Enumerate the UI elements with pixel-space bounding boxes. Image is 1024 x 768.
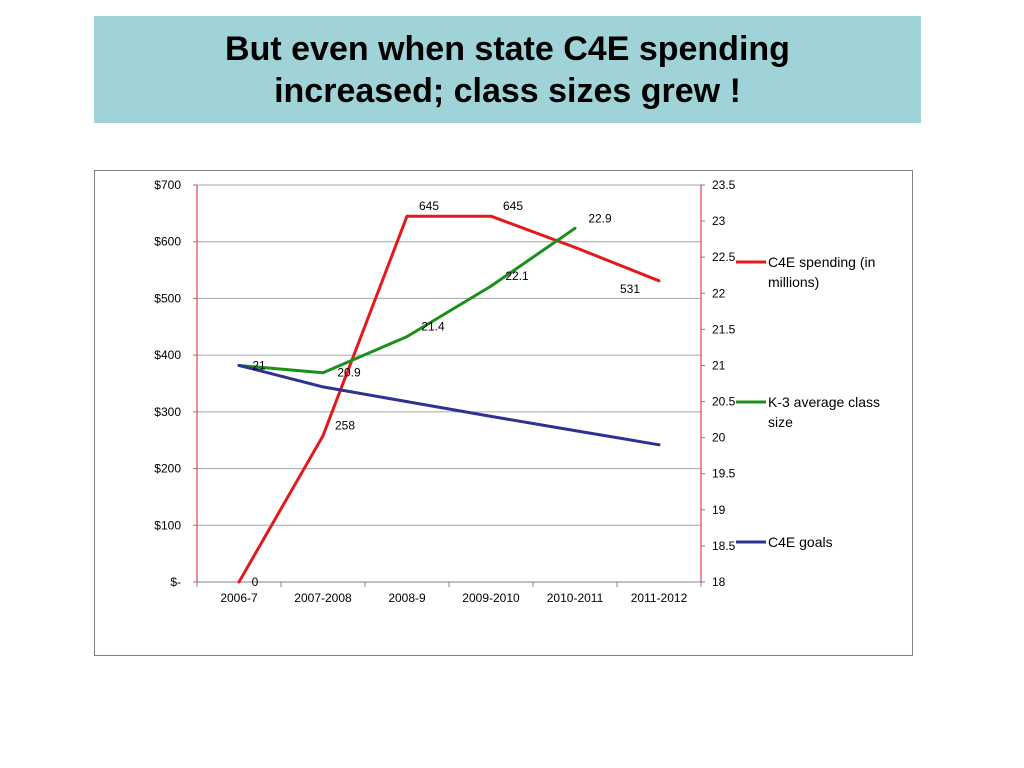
right-axis-tick-label: 21 (712, 358, 726, 372)
series-point-2 (489, 414, 493, 418)
right-axis-tick-label: 22 (712, 286, 726, 300)
series-point-1 (573, 226, 577, 230)
right-axis-tick-label: 19 (712, 503, 726, 517)
x-axis-category-label: 2007-2008 (294, 591, 352, 605)
series-point-2 (657, 443, 661, 447)
legend-entry: C4E goals (768, 534, 833, 550)
series-point-0 (321, 434, 325, 438)
series-point-2 (573, 429, 577, 433)
series-line-2 (238, 363, 660, 447)
left-axis-tick-label: $- (170, 575, 181, 589)
legend-entry: C4E spending (in millions) (768, 254, 875, 290)
left-axis-tick-label: $500 (154, 291, 181, 305)
x-axis-category-label: 2006-7 (220, 591, 258, 605)
series-point-0 (237, 580, 241, 584)
series-point-2 (405, 400, 409, 404)
series-point-1 (405, 335, 409, 339)
data-label: 21 (252, 358, 266, 372)
right-axis-tick-label: 23 (712, 214, 726, 228)
data-label: 21.4 (421, 320, 445, 334)
right-axis-tick-label: 20 (712, 431, 726, 445)
data-label: 645 (419, 199, 439, 213)
slide-title-line-2: increased; class sizes grew ! (274, 71, 741, 110)
series-point-0 (657, 279, 661, 283)
series-point-2 (237, 363, 241, 367)
right-axis-tick-label: 22.5 (712, 250, 736, 264)
left-axis-tick-label: $700 (154, 178, 181, 192)
left-axis-tick-label: $300 (154, 405, 181, 419)
series-point-1 (321, 371, 325, 375)
data-label: 20.9 (337, 366, 361, 380)
left-axis-tick-label: $600 (154, 235, 181, 249)
x-axis-category-label: 2011-2012 (631, 591, 688, 605)
slide-title-banner: But even when state C4E spending increas… (94, 16, 921, 123)
legend-entry: K-3 average class size (768, 394, 880, 430)
series-point-0 (405, 214, 409, 218)
left-axis-tick-label: $200 (154, 462, 181, 476)
slide-title-line-1: But even when state C4E spending (225, 29, 790, 68)
data-label: 645 (503, 199, 523, 213)
series-point-0 (489, 214, 493, 218)
right-axis-tick-label: 18 (712, 575, 726, 589)
left-axis-tick-label: $100 (154, 518, 181, 532)
right-axis-tick-label: 18.5 (712, 539, 736, 553)
series-point-2 (321, 385, 325, 389)
chart-frame: $- $100 $200 $300 $400 $500 $600 $700 18 18.5 19 19… (94, 170, 913, 656)
series-line-1 (238, 227, 576, 375)
data-label: 258 (335, 419, 355, 433)
x-axis-category-label: 2010-2011 (547, 591, 604, 605)
right-axis-tick-label: 20.5 (712, 395, 736, 409)
right-axis-tick-label: 21.5 (712, 322, 736, 336)
data-label: 22.9 (588, 211, 612, 225)
data-label: 22.1 (505, 269, 529, 283)
right-axis-tick-label: 19.5 (712, 467, 736, 481)
data-label: 0 (252, 575, 259, 589)
data-label: 531 (620, 282, 640, 296)
series-point-0 (573, 245, 577, 249)
x-axis-category-label: 2008-9 (388, 591, 426, 605)
x-axis-category-label: 2009-2010 (462, 591, 520, 605)
left-axis-tick-label: $400 (154, 348, 181, 362)
series-point-1 (489, 284, 493, 288)
right-axis-tick-label: 23.5 (712, 178, 736, 192)
line-chart: $- $100 $200 $300 $400 $500 $600 $700 18 18.5 19 19… (154, 178, 880, 605)
series-line-0 (237, 214, 660, 583)
